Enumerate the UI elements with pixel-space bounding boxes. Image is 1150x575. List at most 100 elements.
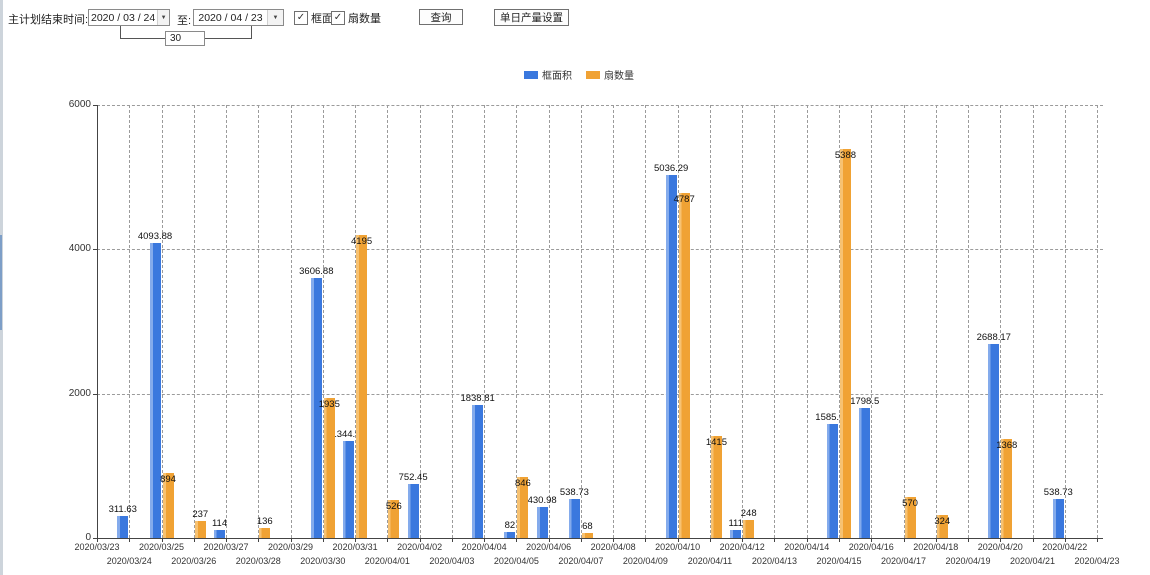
connector-line [120,26,121,39]
y-axis-label: 0 [85,532,91,543]
sash-count-swatch-icon [586,70,600,79]
connector-line [251,26,252,39]
v-gridline [935,105,937,538]
x-axis-tick [1064,538,1066,542]
bar-sash-count [581,533,593,538]
checkmark-icon[interactable]: ✓ [331,11,345,25]
bar-value-label: 538.73 [1043,487,1073,498]
bar-frame-area [826,424,838,538]
bar-value-label: 526 [385,501,402,512]
bar-value-label: 2688.17 [976,332,1011,343]
v-gridline [129,105,131,538]
bar-chart: 0 2000 4000 6000 2020/03/23 2020/03/24 2020/03… [0,90,1150,575]
sash-count-checkbox[interactable]: ✓ 扇数量 [331,10,381,26]
v-gridline [580,105,582,538]
x-axis-label: 2020/04/12 [719,542,765,552]
x-axis-tick [677,538,679,542]
bar-value-label: 1368 [996,440,1018,451]
bar-frame-area [407,484,419,538]
x-axis-label: 2020/04/03 [429,556,475,566]
connector-line [120,38,165,39]
x-axis-tick [1000,538,1002,542]
bar-sash-count [936,515,948,538]
bar-sash-count [194,521,206,538]
x-axis-tick [548,538,550,542]
bar-frame-area [568,499,580,538]
bar-value-label: 1935 [318,399,340,410]
bar-value-label: 846 [514,478,531,489]
bar-frame-area [730,530,742,538]
x-axis-label: 2020/03/29 [268,542,314,552]
x-axis-label: 2020/04/21 [1010,556,1056,566]
bar-value-label: 1798.5 [850,396,880,407]
bar-value-label: 570 [902,498,918,509]
x-axis-tick [161,538,163,542]
v-gridline [903,105,905,538]
x-axis-label: 2020/04/06 [526,542,572,552]
bar-value-label: 324 [934,516,951,527]
legend-label: 扇数量 [604,71,634,82]
query-button[interactable]: 查询 [419,9,463,25]
bar-frame-area [665,175,677,538]
bar-frame-area [536,507,548,538]
x-axis-tick [709,538,711,542]
date-to-value: 2020 / 04 / 23 [198,11,263,24]
x-axis-tick [387,538,389,542]
legend-item-frame-area: 框面积 [524,67,572,82]
x-axis-tick [903,538,905,542]
dropdown-arrow-icon[interactable]: ▼ [157,10,169,25]
bar-sash-count [517,477,529,538]
y-axis [97,105,98,538]
y-axis-label: 2000 [68,387,91,399]
x-axis-label: 2020/04/23 [1074,556,1120,566]
bar-value-label: 82 [504,520,516,531]
y-axis-tick [93,393,97,395]
y-axis-tick [93,538,97,539]
date-from-picker[interactable]: 2020 / 03 / 24 ▼ [88,9,170,26]
v-gridline [193,105,195,538]
bar-frame-area [149,243,161,538]
checkmark-icon[interactable]: ✓ [294,11,308,25]
v-gridline [516,105,518,538]
bar-value-label: 538.73 [559,487,589,498]
x-axis-tick [742,538,744,542]
to-label: 至: [177,15,192,27]
v-gridline [484,105,486,538]
connector-line [205,38,252,39]
x-axis-label: 2020/03/26 [171,556,217,566]
v-gridline [355,105,357,538]
x-axis-label: 2020/04/08 [590,542,636,552]
x-axis-label: 2020/04/18 [913,542,959,552]
window-edge-accent [0,235,2,330]
bar-value-label: 5036.29 [654,163,689,174]
bar-value-label: 4195 [351,236,373,247]
bar-sash-count [323,398,335,538]
daily-output-settings-button[interactable]: 单日产量设置 [494,9,569,26]
interval-days-input[interactable]: 30 [165,31,205,46]
x-axis-label: 2020/03/27 [203,542,249,552]
bar-value-label: 1585.96 [815,412,850,423]
x-axis-tick [871,538,873,542]
x-axis-tick [484,538,486,542]
x-axis-tick [1097,538,1099,542]
bar-sash-count [356,235,368,538]
bar-sash-count [388,500,400,538]
bar-value-label: 1838.81 [460,393,495,404]
x-axis-label: 2020/03/31 [332,542,378,552]
frame-area-swatch-icon [524,70,538,79]
bar-frame-area [214,530,226,538]
end-time-label: 主计划结束时间: [8,14,89,26]
dropdown-arrow-icon[interactable]: ▼ [267,10,283,25]
bar-frame-area [859,408,871,538]
v-gridline [1097,105,1099,538]
bar-value-label: 752.45 [398,472,428,483]
sash-count-checkbox-label: 扇数量 [348,13,381,25]
date-to-picker[interactable]: 2020 / 04 / 23 ▼ [193,9,284,26]
x-axis-label: 2020/04/22 [1042,542,1088,552]
x-axis-label: 2020/03/28 [235,556,281,566]
x-axis-tick [774,538,776,542]
v-gridline [838,105,840,538]
v-gridline [258,105,260,538]
bar-value-label: 430.98 [527,495,557,506]
